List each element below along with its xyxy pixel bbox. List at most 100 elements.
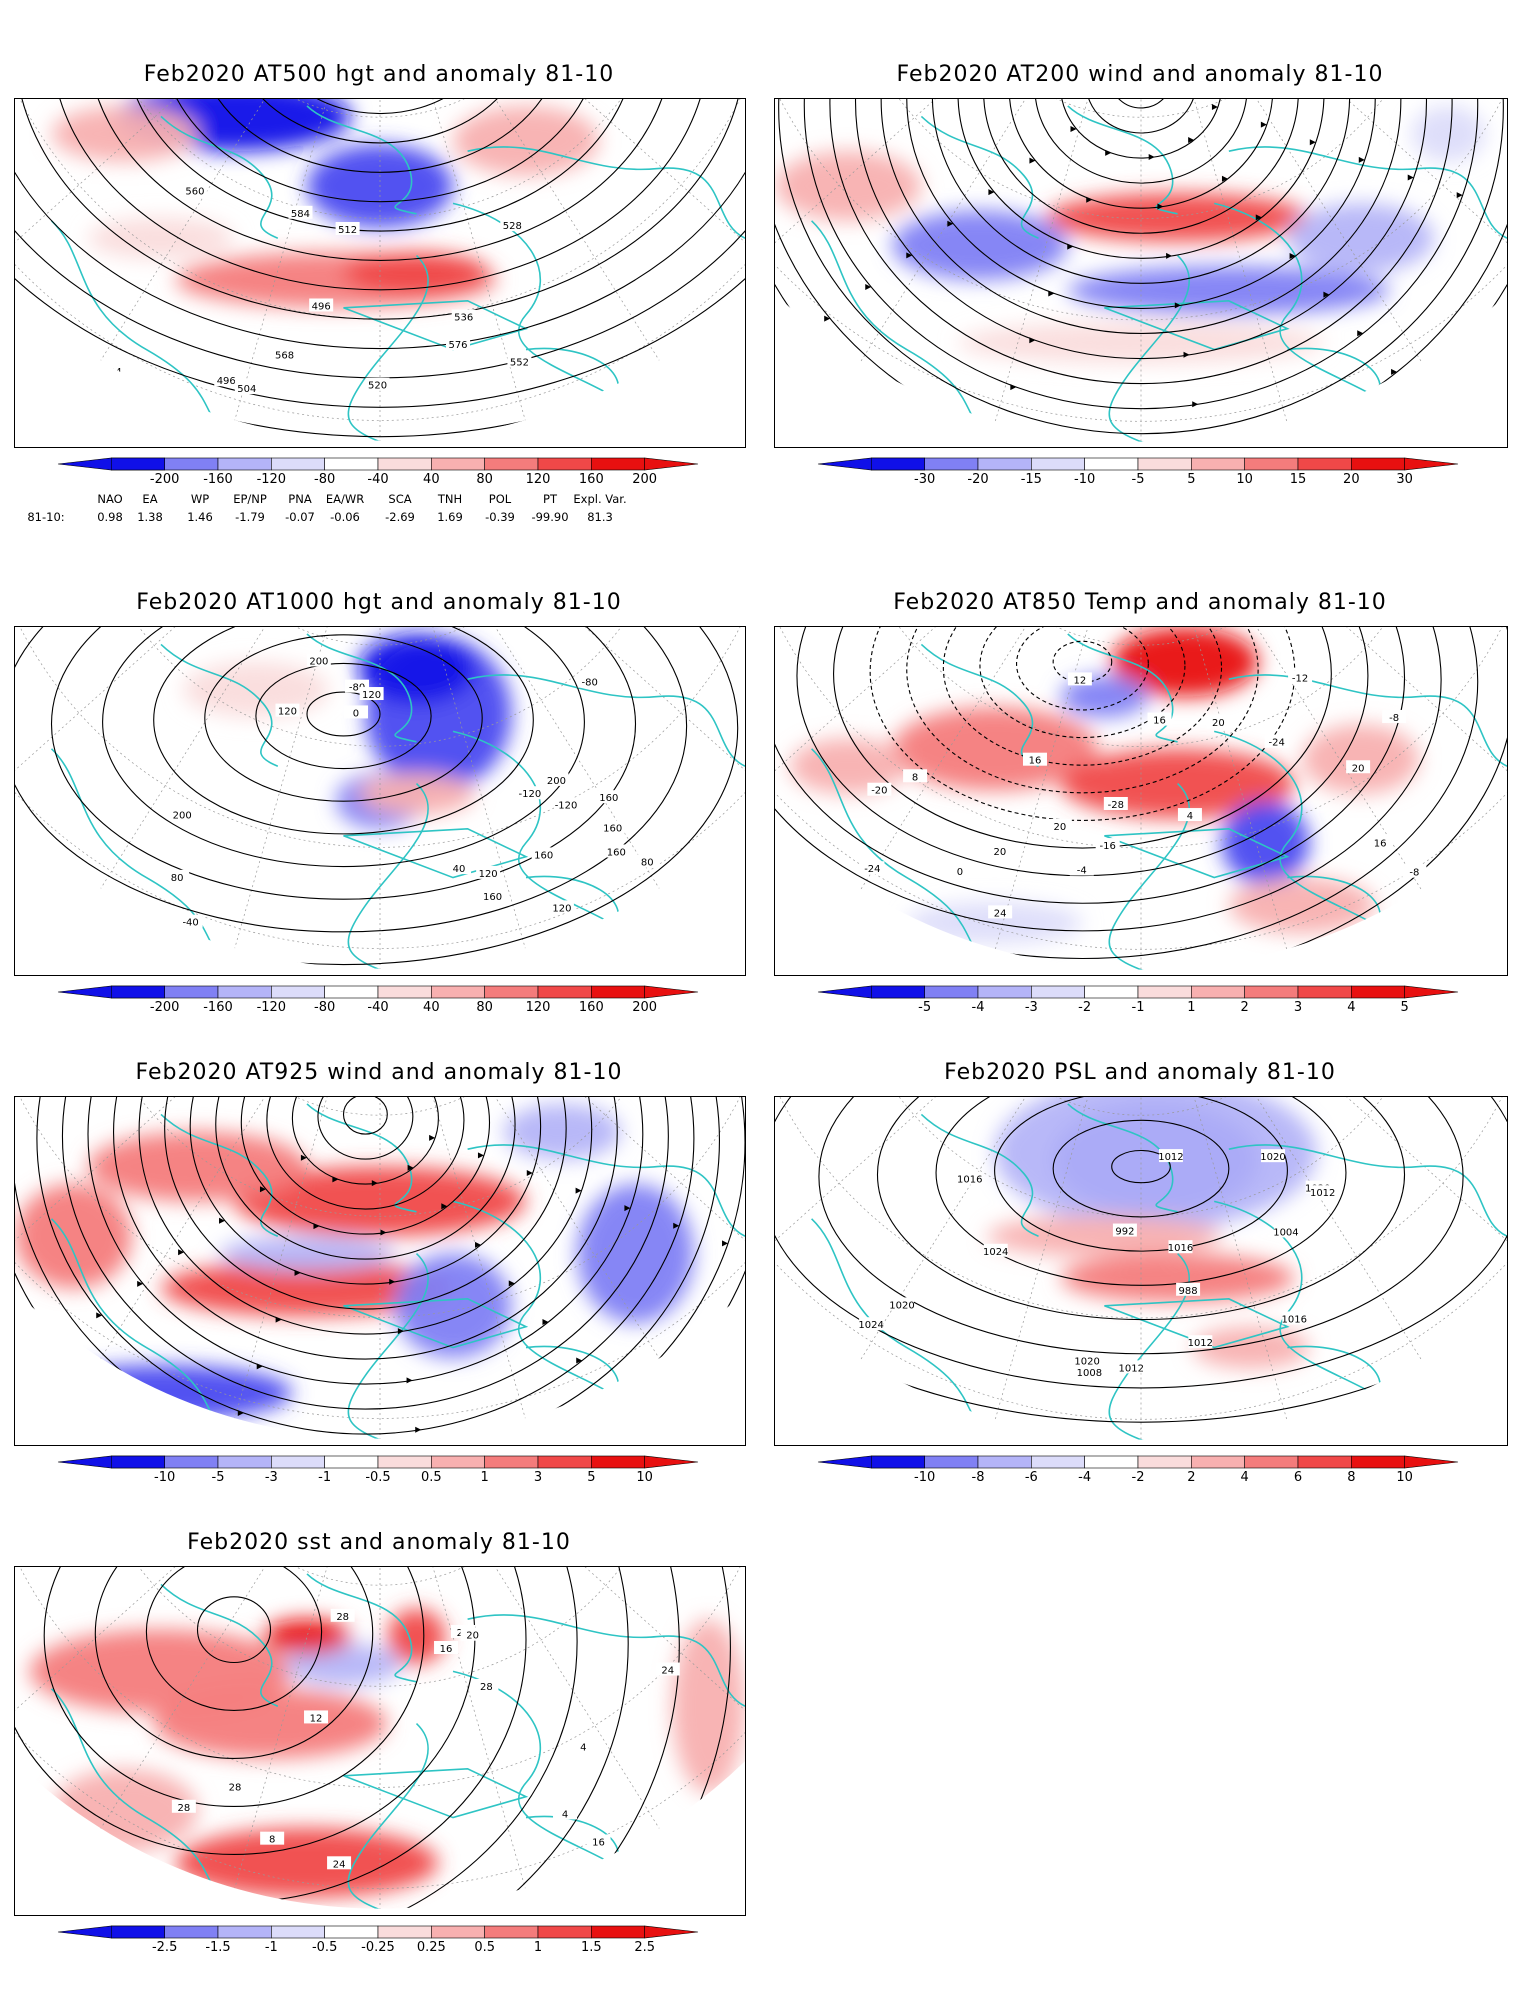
index-value: -2.69 xyxy=(385,510,415,524)
colorbar-segment xyxy=(484,1455,539,1469)
anomaly-region xyxy=(1411,105,1486,162)
colorbar-segment xyxy=(1191,1455,1245,1469)
colorbar-arrow-left xyxy=(57,1925,112,1939)
map-content xyxy=(775,99,1507,442)
colorbar-segment xyxy=(271,1455,325,1469)
panel-title: Feb2020 AT500 hgt and anomaly 81-10 xyxy=(143,62,615,87)
contour-label: 1016 xyxy=(1282,1311,1307,1325)
colorbar-tick-label: -1 xyxy=(318,1470,332,1485)
colorbar-tick-label: 80 xyxy=(476,472,493,487)
colorbar-tick-label: 1 xyxy=(1187,1000,1196,1015)
svg-text:8: 8 xyxy=(912,772,918,783)
colorbar-tick-label: -5 xyxy=(1131,472,1145,487)
colorbar-segment xyxy=(977,985,1032,999)
colorbar-segment xyxy=(217,457,272,471)
teleconnection-index-table: NAO EA WP EP/NP PNA EA/WR SCA TNH POL PT Expl. Var… xyxy=(0,492,744,532)
colorbar-segment xyxy=(977,1455,1032,1469)
wind-arrow xyxy=(1010,384,1017,391)
contour-line xyxy=(1085,99,1197,134)
contour-label: 544 xyxy=(100,363,125,378)
svg-text:1016: 1016 xyxy=(957,1175,982,1186)
svg-text:-24: -24 xyxy=(1269,738,1285,749)
anomaly-region xyxy=(672,1619,745,1794)
wind-arrow xyxy=(415,1426,422,1433)
meridian xyxy=(379,627,744,969)
colorbar-segment xyxy=(1191,457,1245,471)
contour-line xyxy=(833,627,1332,849)
colorbar: -10 -8 -6 -4 -2 2 4 6 8 10 xyxy=(817,1455,1459,1488)
colorbar-arrow-right xyxy=(644,1455,699,1469)
wind-arrow xyxy=(313,1223,320,1230)
contour-line xyxy=(942,627,1223,766)
wind-arrow xyxy=(55,1343,62,1350)
colorbar-svg xyxy=(817,457,1459,471)
contour-label: 20 xyxy=(987,843,1012,858)
contour-line xyxy=(215,1097,516,1260)
colorbar-segment xyxy=(1351,457,1405,471)
contour-label: -24 xyxy=(860,861,885,875)
coastline xyxy=(1104,1298,1290,1349)
colorbar-segment xyxy=(377,1925,432,1939)
wind-arrow xyxy=(991,430,998,437)
colorbar-arrow-right xyxy=(644,1925,699,1939)
contour-label: 4 xyxy=(1177,808,1202,822)
colorbar-segment xyxy=(110,1925,165,1939)
coastline xyxy=(160,1113,279,1237)
contour-line xyxy=(87,99,673,261)
index-value: -0.39 xyxy=(485,510,515,524)
map-frame: 160 -120 200 -40 -80 -120 -80 40 0 120 160 200 160 80… xyxy=(14,626,746,976)
svg-text:20: 20 xyxy=(466,1631,479,1642)
contour-line xyxy=(775,627,1406,904)
colorbar-tick-label: 0.5 xyxy=(474,1940,495,1955)
index-value-row: 81-10: 0.98 1.38 1.46 -1.79 -0.07 -0.06 -2.69 1.… xyxy=(0,510,744,526)
contour-label: -8 xyxy=(1382,709,1407,724)
colorbar-tick-label: -2 xyxy=(1131,1470,1145,1485)
svg-text:120: 120 xyxy=(479,869,498,880)
panel-title: Feb2020 AT850 Temp and anomaly 81-10 xyxy=(893,590,1387,615)
coastline xyxy=(1214,202,1398,413)
colorbar-svg xyxy=(57,1925,699,1939)
svg-text:-120: -120 xyxy=(519,789,542,800)
contour-line xyxy=(1111,99,1171,109)
wind-arrow xyxy=(508,1280,515,1287)
coastline xyxy=(467,1144,745,1237)
svg-text:1012: 1012 xyxy=(1188,1338,1213,1349)
svg-text:1012: 1012 xyxy=(1119,1363,1144,1374)
contour-label: 24 xyxy=(327,1856,352,1870)
map-content: 160-120200-40-80-120-8040012016020016080… xyxy=(15,627,745,969)
contour-line xyxy=(240,1097,491,1235)
colorbar-tick-label: -40 xyxy=(367,472,389,487)
svg-text:80: 80 xyxy=(171,873,184,884)
contour-line xyxy=(138,1097,593,1335)
anomaly-shading xyxy=(775,105,1486,364)
index-value: 0.98 xyxy=(97,510,123,524)
contour-label: 24 xyxy=(655,1662,680,1677)
contour-labels: 1008 992 988 1004 1020 1020 1016 1012 1024 1020 10… xyxy=(858,1149,1335,1379)
colorbar-segment xyxy=(217,1455,272,1469)
svg-text:120: 120 xyxy=(552,903,571,914)
colorbar-segment xyxy=(1137,985,1192,999)
contour-label: 200 xyxy=(170,807,195,822)
svg-text:16: 16 xyxy=(1374,838,1387,849)
index-header: EP/NP xyxy=(233,492,267,506)
colorbar-arrow-left xyxy=(57,985,112,999)
contour-line xyxy=(778,99,1504,435)
colorbar-segment xyxy=(271,457,325,471)
coastline xyxy=(306,1573,417,1683)
anomaly-region xyxy=(358,773,475,815)
wind-arrow xyxy=(371,1180,378,1187)
svg-text:20: 20 xyxy=(994,847,1007,858)
svg-text:120: 120 xyxy=(278,707,297,718)
contour-label: 512 xyxy=(335,222,360,236)
svg-text:20: 20 xyxy=(1053,822,1066,833)
colorbar-tick-label: 2.5 xyxy=(634,1940,655,1955)
contour-line xyxy=(775,1097,1507,1389)
contour-line xyxy=(36,1097,695,1435)
contour-label: 16 xyxy=(852,913,877,927)
svg-text:1020: 1020 xyxy=(889,1300,914,1311)
map-frame: 1008 992 988 1004 1020 1020 1016 1012 1024 1020 10… xyxy=(774,1096,1508,1446)
coastline xyxy=(1228,1144,1507,1237)
index-header: TNH xyxy=(437,492,463,506)
wind-arrow xyxy=(1407,174,1414,181)
colorbar-segment xyxy=(324,985,379,999)
